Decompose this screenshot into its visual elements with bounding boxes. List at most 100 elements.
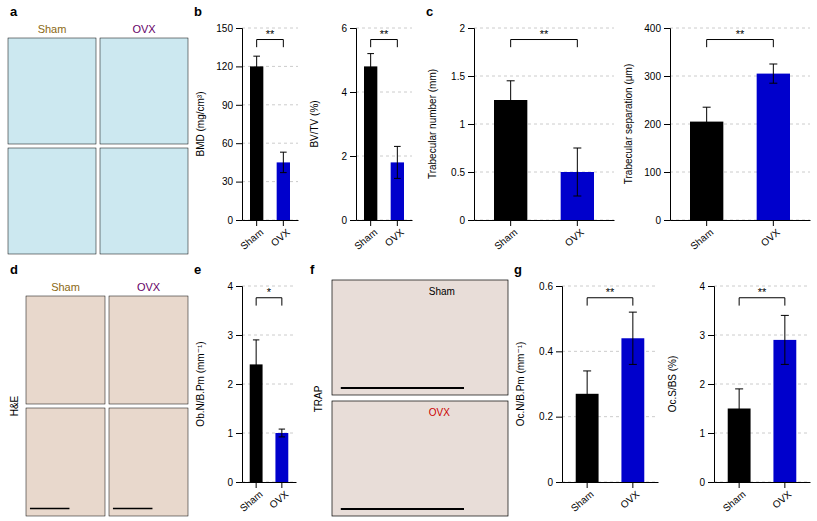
y-tick-label: 400 xyxy=(644,23,661,34)
image-placeholder xyxy=(332,280,508,395)
y-tick-mark xyxy=(468,28,474,29)
y-tick: 300 xyxy=(644,71,670,82)
x-tick-mark xyxy=(784,482,785,488)
error-bar xyxy=(769,64,777,83)
image-placeholder xyxy=(8,38,96,144)
y-tick-label: 1 xyxy=(699,428,705,439)
y-tick-mark xyxy=(556,417,562,418)
y-tick: 2 xyxy=(459,23,474,34)
error-bar xyxy=(280,152,287,172)
grid xyxy=(242,28,298,220)
y-tick: 4 xyxy=(341,87,356,98)
panel-letter: a xyxy=(10,4,18,19)
x-tick: OVX xyxy=(563,220,587,249)
y-tick-mark xyxy=(664,220,670,221)
x-tick: Sham xyxy=(721,482,748,514)
y-tick: 4 xyxy=(227,281,242,292)
x-tick-label: OVX xyxy=(759,226,783,248)
error-bar xyxy=(703,107,711,136)
x-tick-mark xyxy=(283,220,284,226)
y-tick-mark xyxy=(468,220,474,221)
y-axis-line xyxy=(556,287,563,483)
y-tick-mark xyxy=(236,220,242,221)
y-tick-label: 3 xyxy=(227,330,233,341)
y-tick: 120 xyxy=(216,61,242,72)
x-tick-mark xyxy=(773,220,774,226)
y-tick-mark xyxy=(236,433,242,434)
y-axis-title: Ob.N/B.Pm (mm⁻¹) xyxy=(195,341,206,426)
y-axis-line xyxy=(236,29,243,221)
x-tick-label: OVX xyxy=(383,226,407,248)
y-axis: 00.20.40.6 xyxy=(539,281,562,488)
y-tick-label: 0 xyxy=(227,215,233,226)
x-tick-label: Sham xyxy=(569,489,596,514)
y-tick-label: 30 xyxy=(222,176,234,187)
x-tick-mark xyxy=(256,220,257,226)
y-tick-mark xyxy=(350,28,356,29)
y-tick: 1 xyxy=(227,428,242,439)
y-tick-mark xyxy=(350,156,356,157)
y-axis-line xyxy=(708,287,715,483)
y-tick-label: 2 xyxy=(341,151,347,162)
y-tick: 2 xyxy=(341,151,356,162)
y-tick-mark xyxy=(236,143,242,144)
y-tick: 2 xyxy=(227,379,242,390)
x-tick-label: Sham xyxy=(352,227,379,252)
side-label: H&E xyxy=(9,395,20,416)
y-tick-label: 0 xyxy=(459,215,465,226)
plot-area xyxy=(250,340,289,482)
x-axis-line xyxy=(475,220,615,221)
image-placeholder xyxy=(26,296,105,404)
panel-letter: c xyxy=(426,4,433,19)
x-tick-mark xyxy=(632,482,633,488)
y-axis-title: BV/TV (%) xyxy=(309,100,320,147)
panel-letter: g xyxy=(514,262,522,277)
y-tick-mark xyxy=(236,335,242,336)
x-tick: OVX xyxy=(759,220,783,249)
y-axis-line xyxy=(664,29,671,221)
y-tick-label: 0.2 xyxy=(539,411,553,422)
x-axis-line xyxy=(243,482,297,483)
y-tick-label: 60 xyxy=(222,138,234,149)
y-tick-mark xyxy=(708,286,714,287)
x-axis: ShamOVX xyxy=(352,220,412,252)
error-bar xyxy=(735,389,743,428)
plot-area xyxy=(250,56,290,220)
x-tick: Sham xyxy=(238,220,265,252)
x-axis-line xyxy=(357,220,413,221)
x-tick: Sham xyxy=(688,220,715,252)
significance-label: ** xyxy=(758,286,767,298)
y-tick-label: 0.5 xyxy=(451,167,465,178)
x-tick-mark xyxy=(281,482,282,488)
y-tick: 0 xyxy=(227,215,242,226)
y-tick-label: 2 xyxy=(459,23,465,34)
plot-area xyxy=(576,312,645,482)
bar-chart: 00.511.52ShamOVXTrabecular number (mm)** xyxy=(427,23,615,252)
y-tick-mark xyxy=(556,482,562,483)
y-tick-label: 0.4 xyxy=(539,346,553,357)
y-tick-label: 1 xyxy=(227,428,233,439)
x-tick-mark xyxy=(397,220,398,226)
x-tick-mark xyxy=(739,482,740,488)
x-axis: Sham OVX xyxy=(671,220,811,252)
y-axis-title: Oc.S/BS (%) xyxy=(667,356,678,413)
y-tick-mark xyxy=(468,124,474,125)
significance-bracket xyxy=(256,298,282,306)
significance-label: * xyxy=(267,286,272,298)
x-axis: Sham OVX xyxy=(715,482,811,514)
plot-area xyxy=(728,315,797,482)
x-tick: OVX xyxy=(618,482,642,511)
y-tick-label: 4 xyxy=(227,281,233,292)
x-tick-mark xyxy=(577,220,578,226)
significance-label: ** xyxy=(266,28,275,40)
y-tick-label: 2 xyxy=(699,379,705,390)
x-tick-label: Sham xyxy=(492,227,519,252)
x-tick-label: OVX xyxy=(618,488,642,510)
y-axis: 01234 xyxy=(699,281,714,488)
panel-letter: d xyxy=(10,262,18,277)
y-tick-label: 6 xyxy=(341,23,347,34)
x-tick-label: OVX xyxy=(770,488,794,510)
error-bar xyxy=(394,146,401,178)
significance-label: ** xyxy=(606,286,615,298)
y-axis: 0100200300400 xyxy=(644,23,670,226)
